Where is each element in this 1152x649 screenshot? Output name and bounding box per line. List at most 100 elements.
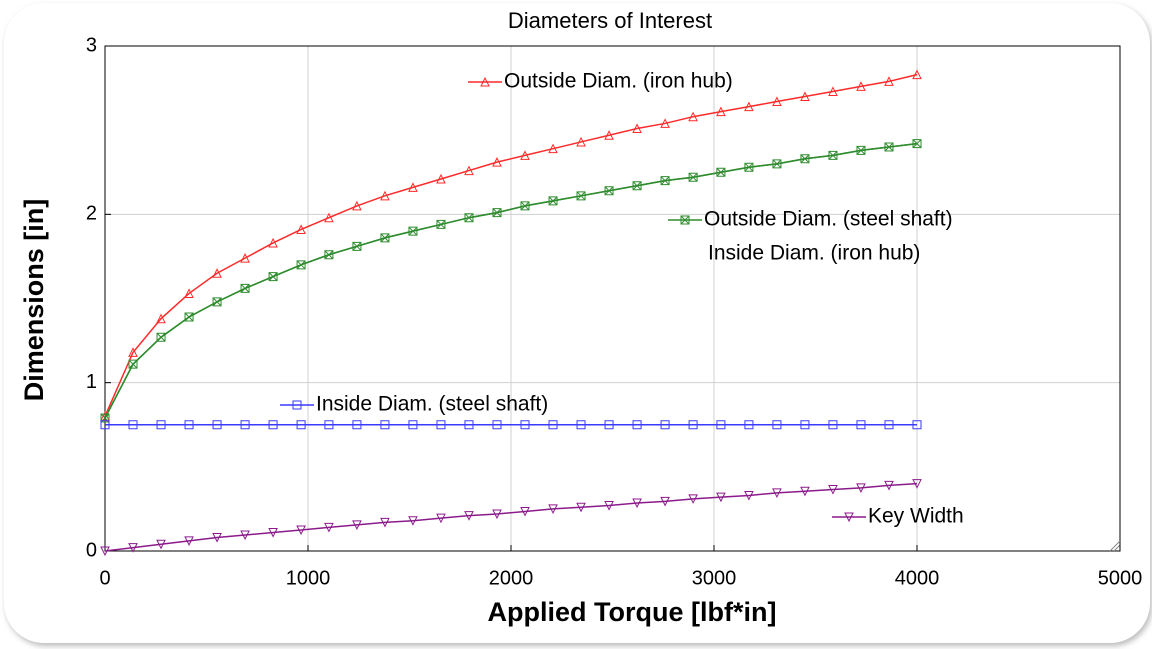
point-marker	[884, 76, 894, 86]
point-marker	[240, 283, 250, 293]
point-marker	[408, 516, 418, 526]
point-marker	[240, 420, 250, 430]
point-marker	[352, 200, 362, 211]
point-marker	[464, 420, 474, 430]
x-tick-label: 1000	[286, 567, 331, 589]
point-marker	[240, 530, 250, 541]
point-marker	[156, 313, 166, 324]
y-tick-label: 1	[86, 371, 97, 393]
series-line	[104, 73, 918, 417]
point-marker	[632, 498, 642, 509]
point-marker	[352, 241, 362, 251]
y-tick-label: 0	[86, 539, 97, 561]
point-marker	[772, 159, 782, 169]
point-marker	[856, 81, 866, 91]
point-marker	[128, 359, 138, 369]
point-marker	[436, 219, 446, 229]
point-marker	[716, 106, 726, 117]
point-marker	[240, 252, 250, 263]
point-marker	[548, 504, 558, 515]
point-marker	[744, 420, 754, 430]
point-marker	[492, 509, 502, 520]
point-marker	[800, 91, 810, 101]
x-tick-label: 2000	[489, 567, 534, 589]
point-marker	[576, 502, 586, 513]
point-marker	[464, 165, 474, 176]
plot-frame	[104, 45, 1121, 552]
resize-grip	[1109, 540, 1121, 552]
point-marker	[492, 157, 502, 167]
point-marker	[576, 420, 586, 430]
legend-label: Key Width	[868, 505, 964, 528]
point-marker	[912, 69, 922, 80]
legend-label: Inside Diam. (steel shaft)	[316, 393, 548, 416]
point-marker	[632, 420, 642, 430]
point-marker	[884, 480, 894, 491]
point-marker	[688, 494, 698, 504]
point-marker	[268, 272, 278, 282]
point-marker	[716, 420, 726, 430]
point-marker	[408, 420, 418, 430]
chart-title: Diameters of Interest	[508, 8, 712, 33]
point-marker	[772, 488, 782, 499]
point-marker	[128, 543, 138, 553]
x-tick-label: 4000	[895, 567, 940, 589]
point-marker	[296, 260, 306, 270]
point-marker	[436, 513, 446, 524]
point-marker	[212, 268, 222, 278]
point-marker	[604, 420, 614, 430]
point-marker	[884, 142, 894, 152]
point-marker	[660, 118, 670, 128]
point-marker	[800, 486, 810, 497]
series-line	[104, 142, 918, 419]
point-marker	[408, 226, 418, 236]
x-tick-label: 5000	[1098, 567, 1143, 589]
point-marker	[296, 525, 306, 536]
point-marker	[772, 420, 782, 430]
point-marker	[268, 420, 278, 430]
point-marker	[856, 420, 866, 430]
point-marker	[744, 162, 754, 172]
point-marker	[688, 111, 698, 122]
card	[4, 3, 1150, 643]
point-marker	[268, 237, 278, 248]
legend-label: Inside Diam. (iron hub)	[708, 242, 920, 265]
point-marker	[184, 288, 194, 298]
point-marker	[380, 420, 390, 430]
point-marker	[352, 520, 362, 531]
point-marker	[884, 420, 894, 430]
point-marker	[212, 533, 222, 543]
point-marker	[128, 420, 138, 430]
point-marker	[576, 136, 586, 147]
point-marker	[352, 420, 362, 430]
point-marker	[380, 190, 390, 201]
point-marker	[156, 420, 166, 430]
point-marker	[604, 186, 614, 196]
point-marker	[912, 139, 922, 149]
point-marker	[828, 150, 838, 160]
point-marker	[156, 332, 166, 342]
point-marker	[184, 312, 194, 322]
point-marker	[520, 201, 530, 211]
point-marker	[408, 182, 418, 192]
point-marker	[464, 511, 474, 521]
point-marker	[688, 172, 698, 182]
point-marker	[772, 96, 782, 107]
point-marker	[604, 130, 614, 140]
point-marker	[604, 501, 614, 511]
point-marker	[716, 167, 726, 177]
point-marker	[324, 212, 334, 223]
legend-marker	[480, 76, 490, 87]
point-marker	[912, 420, 922, 430]
y-tick-label: 2	[86, 203, 97, 225]
point-marker	[324, 420, 334, 430]
legend-marker	[680, 215, 690, 225]
point-marker	[436, 420, 446, 430]
y-axis-label: Dimensions [in]	[19, 199, 49, 402]
point-marker	[800, 420, 810, 430]
point-marker	[268, 527, 278, 538]
point-marker	[744, 490, 754, 501]
series-line	[104, 482, 918, 552]
point-marker	[548, 420, 558, 430]
